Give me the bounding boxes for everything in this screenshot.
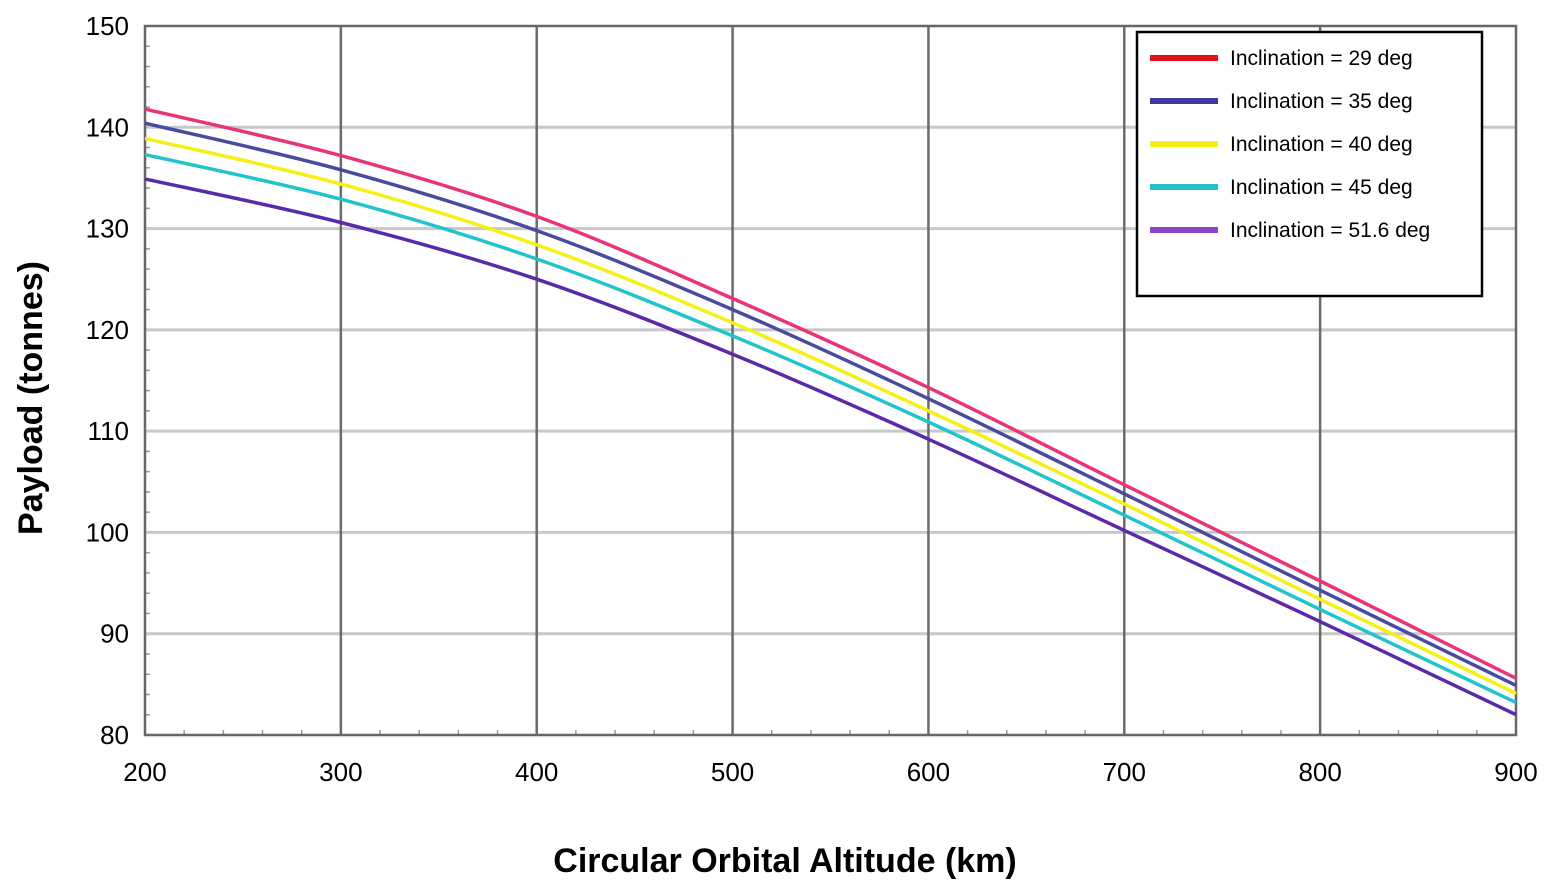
y-tick-labels: 80 90 100 110 120 130 140 150 (86, 11, 129, 750)
x-axis-title: Circular Orbital Altitude (km) (553, 842, 1016, 880)
y-tick-label: 80 (100, 720, 129, 750)
series-line (144, 152, 1517, 705)
series-line (144, 121, 1517, 687)
y-tick-label: 110 (88, 416, 129, 446)
y-tick-label: 90 (100, 619, 129, 649)
legend-label: Inclination = 51.6 deg (1230, 219, 1430, 242)
legend-label: Inclination = 29 deg (1230, 47, 1413, 70)
y-tick-label: 100 (86, 517, 129, 547)
x-tick-label: 400 (515, 757, 558, 787)
x-tick-label: 800 (1298, 757, 1341, 787)
series-lines (144, 107, 1517, 717)
x-tick-labels: 200 300 400 500 600 700 800 900 (123, 757, 1537, 787)
series-line (144, 136, 1517, 696)
series-line (144, 177, 1517, 717)
y-tick-label: 150 (86, 11, 129, 41)
legend-box (1135, 30, 1484, 298)
y-tick-label: 140 (86, 112, 129, 142)
y-tick-label: 130 (86, 214, 129, 244)
legend-label: Inclination = 40 deg (1230, 133, 1413, 156)
legend: Inclination = 29 deg Inclination = 35 deg… (1135, 30, 1484, 298)
x-tick-label: 700 (1103, 757, 1146, 787)
x-tick-label: 600 (907, 757, 950, 787)
plot-frame (143, 24, 1518, 737)
x-tick-label: 500 (711, 757, 754, 787)
series-line (144, 107, 1517, 680)
x-tick-label: 300 (319, 757, 362, 787)
x-tick-label: 200 (123, 757, 166, 787)
legend-label: Inclination = 35 deg (1230, 90, 1413, 113)
y-axis-title: Payload (tonnes) (12, 261, 50, 535)
x-tick-label: 900 (1494, 757, 1537, 787)
y-tick-label: 120 (86, 315, 129, 345)
legend-label: Inclination = 45 deg (1230, 176, 1413, 199)
